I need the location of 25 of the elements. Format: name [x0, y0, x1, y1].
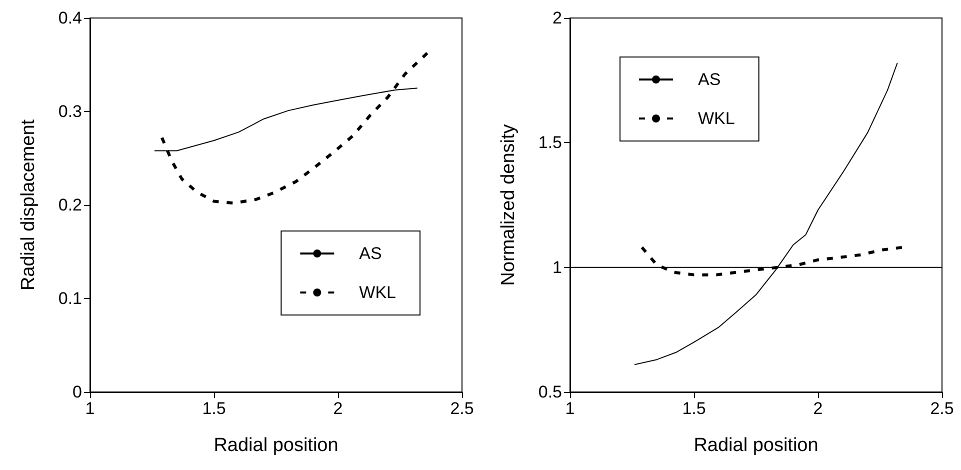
legend-label: WKL	[698, 109, 735, 128]
x-tick-label: 2.5	[450, 399, 474, 418]
x-tick-label: 2	[333, 399, 343, 418]
y-tick-label: 1	[552, 258, 562, 277]
x-tick-label: 1.5	[202, 399, 226, 418]
x-tick-label: 2	[813, 399, 823, 418]
x-axis-title: Radial position	[694, 435, 818, 456]
x-tick-label: 1	[85, 399, 95, 418]
legend-label: AS	[359, 244, 382, 263]
y-tick-label: 0.3	[58, 102, 82, 121]
x-tick-label: 2.5	[930, 399, 954, 418]
legend-label: AS	[698, 70, 721, 89]
x-axis-title: Radial position	[214, 435, 338, 456]
y-tick-label: 1.5	[538, 133, 562, 152]
y-tick-label: 0.2	[58, 196, 82, 214]
y-tick-label: 0.5	[538, 382, 562, 402]
y-tick-label: 2	[552, 8, 562, 28]
x-tick-label: 1	[565, 399, 575, 418]
y-tick-label: 0.1	[58, 289, 82, 308]
x-tick-label: 1.5	[682, 399, 706, 418]
y-axis-title: Radial displacement	[18, 118, 39, 291]
legend-label: WKL	[359, 283, 396, 302]
y-axis-title: Normalized density	[498, 124, 519, 286]
y-tick-label: 0.4	[58, 8, 82, 28]
y-tick-label: 0	[72, 382, 82, 402]
